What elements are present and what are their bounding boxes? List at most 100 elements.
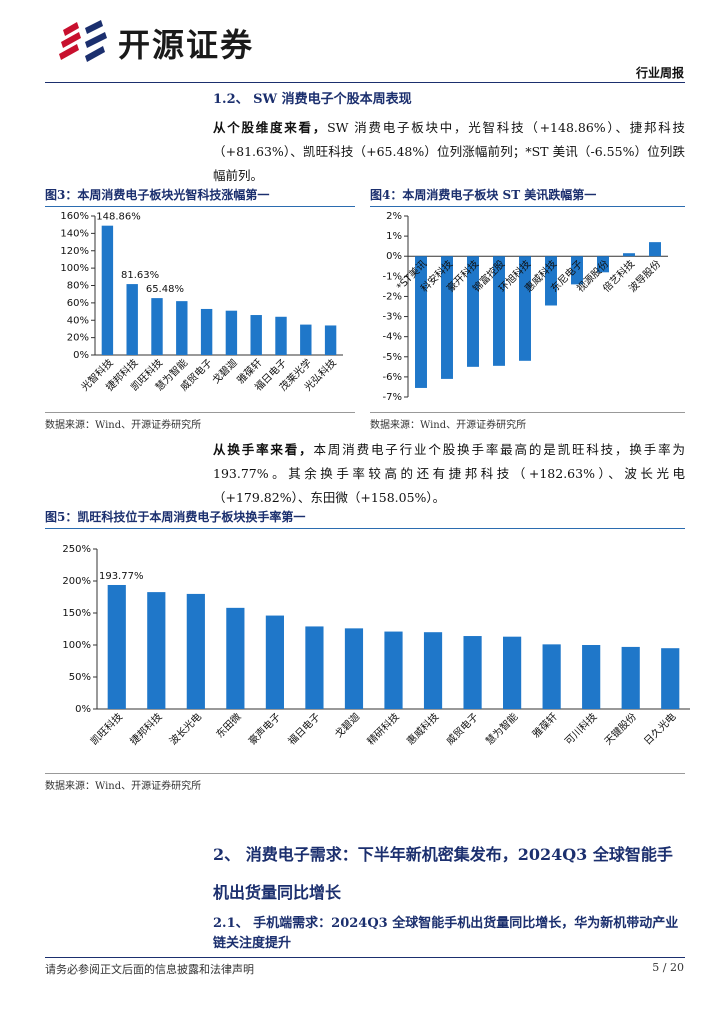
x-tick-label: 日久光电 <box>641 710 678 747</box>
y-tick-label: 0% <box>386 251 402 262</box>
y-tick-label: -7% <box>383 392 402 403</box>
bar <box>200 308 213 355</box>
bar <box>493 256 505 366</box>
text: SW 消费电子板块中，光智科技（+148.86%）、捷邦科技（+81.63%）、… <box>213 120 685 183</box>
bar <box>582 645 601 709</box>
data-label: 81.63% <box>121 270 159 281</box>
y-tick-label: 100% <box>60 263 89 274</box>
y-tick-label: 2% <box>386 211 402 222</box>
bar <box>384 631 403 709</box>
bar <box>415 256 427 388</box>
brand: 开源证券 <box>118 26 255 64</box>
logo <box>59 20 107 62</box>
bar <box>423 632 443 709</box>
y-tick-label: -2% <box>383 291 402 302</box>
bar <box>176 301 188 355</box>
bar <box>571 256 583 285</box>
bar <box>545 256 557 306</box>
footer-rule <box>45 957 685 958</box>
y-tick-label: 160% <box>60 211 89 222</box>
bar <box>300 324 312 355</box>
bar <box>151 298 163 355</box>
x-tick-label: 天键股份 <box>601 710 638 747</box>
figure-title: 图5：凯旺科技位于本周消费电子板块换手率第一 <box>45 508 685 529</box>
bar <box>661 648 680 709</box>
bar <box>649 242 661 257</box>
x-tick-label: 福日电子 <box>285 710 322 747</box>
bar <box>324 325 337 355</box>
source: 数据来源：Wind、开源证券研究所 <box>45 773 685 792</box>
source: 数据来源：Wind、开源证券研究所 <box>45 412 355 431</box>
bar <box>623 253 635 257</box>
chart: -7%-6%-5%-4%-3%-2%-1%0%1%2%*ST美讯科安科技豪开科技… <box>383 211 668 403</box>
header-rule <box>45 82 685 83</box>
bar <box>441 256 453 379</box>
y-tick-label: 40% <box>67 315 89 326</box>
y-tick-label: 250% <box>62 544 91 555</box>
y-tick-label: 0% <box>73 350 89 361</box>
bar <box>265 615 284 709</box>
y-tick-label: -4% <box>383 332 402 343</box>
y-tick-label: 50% <box>69 672 91 683</box>
bar <box>542 644 561 709</box>
bar <box>147 592 166 709</box>
figure-title: 图3：本周消费电子板块光智科技涨幅第一 <box>45 186 355 207</box>
y-tick-label: 140% <box>60 228 89 239</box>
y-tick-label: 120% <box>60 246 89 257</box>
y-tick-label: 200% <box>62 576 91 587</box>
bar <box>503 636 522 709</box>
y-tick-label: 80% <box>67 281 89 292</box>
x-tick-label: 东田微 <box>213 710 243 740</box>
y-tick-label: 100% <box>62 640 91 651</box>
y-tick-label: 0% <box>75 704 91 715</box>
x-tick-label: 波长光电 <box>167 710 204 747</box>
y-tick-label: 150% <box>62 608 91 619</box>
bar <box>463 636 482 709</box>
y-tick-label: -6% <box>383 372 402 383</box>
bar <box>226 607 245 709</box>
x-tick-label: 豪声电子 <box>246 710 283 747</box>
figure-title: 图4：本周消费电子板块 ST 美讯跌幅第一 <box>370 186 685 207</box>
page-number: 5 / 20 <box>652 961 684 974</box>
bar <box>126 284 138 355</box>
report-type: 行业周报 <box>635 66 684 80</box>
section-heading: 1.2、 SW 消费电子个股本周表现 <box>213 92 412 107</box>
bar <box>597 256 609 273</box>
lead: 从个股维度来看， <box>213 120 328 135</box>
bar <box>101 225 114 355</box>
x-tick-label: 戈碧迦 <box>209 356 239 386</box>
y-tick-label: 20% <box>67 333 89 344</box>
y-tick-label: 60% <box>67 298 89 309</box>
bar <box>519 256 531 361</box>
data-label: 148.86% <box>96 212 141 223</box>
x-tick-label: 雅葆轩 <box>529 710 559 740</box>
bar <box>305 626 324 709</box>
section-heading: 2、 消费电子需求：下半年新机密集发布，2024Q3 全球智能手机出货量同比增长 <box>213 845 673 902</box>
paragraph: 从换手率来看，本周消费电子行业个股换手率最高的是凯旺科技，换手率为 193.77… <box>213 438 685 510</box>
bar <box>467 256 479 367</box>
x-tick-label: 可川科技 <box>562 710 599 747</box>
x-tick-label: 慧为智能 <box>483 710 520 747</box>
x-tick-label: 惠威科技 <box>404 710 441 747</box>
bar <box>344 628 364 709</box>
bar <box>107 584 126 709</box>
chart: 0%20%40%60%80%100%120%140%160%光智科技148.86… <box>60 211 343 394</box>
data-label: 65.48% <box>146 284 184 295</box>
chart: 0% 50% 100% 150% 200% 250% 凯旺科技 193.77% 捷邦科技 波长光电… <box>62 544 690 748</box>
y-tick-label: -3% <box>383 312 402 323</box>
y-tick-label: -5% <box>383 352 402 363</box>
bar <box>275 316 287 355</box>
paragraph: 从个股维度来看，SW 消费电子板块中，光智科技（+148.86%）、捷邦科技（+… <box>213 116 685 188</box>
bar <box>186 593 205 709</box>
x-tick-label: 威贸电子 <box>443 710 480 747</box>
bar <box>250 315 262 355</box>
lead: 从换手率来看， <box>213 442 314 457</box>
x-tick-label: 捷邦科技 <box>127 710 164 747</box>
source: 数据来源：Wind、开源证券研究所 <box>370 412 685 431</box>
disclaimer: 请务必参阅正文后面的信息披露和法律声明 <box>45 963 254 976</box>
subsection-heading: 2.1、 手机端需求：2024Q3 全球智能手机出货量同比增长，华为新机带动产业… <box>213 916 679 951</box>
bar <box>225 310 238 355</box>
data-label: 193.77% <box>99 571 144 582</box>
text: 本周消费电子行业个股换手率最高的是凯旺科技，换手率为 193.77%。其余换手率… <box>213 442 685 505</box>
